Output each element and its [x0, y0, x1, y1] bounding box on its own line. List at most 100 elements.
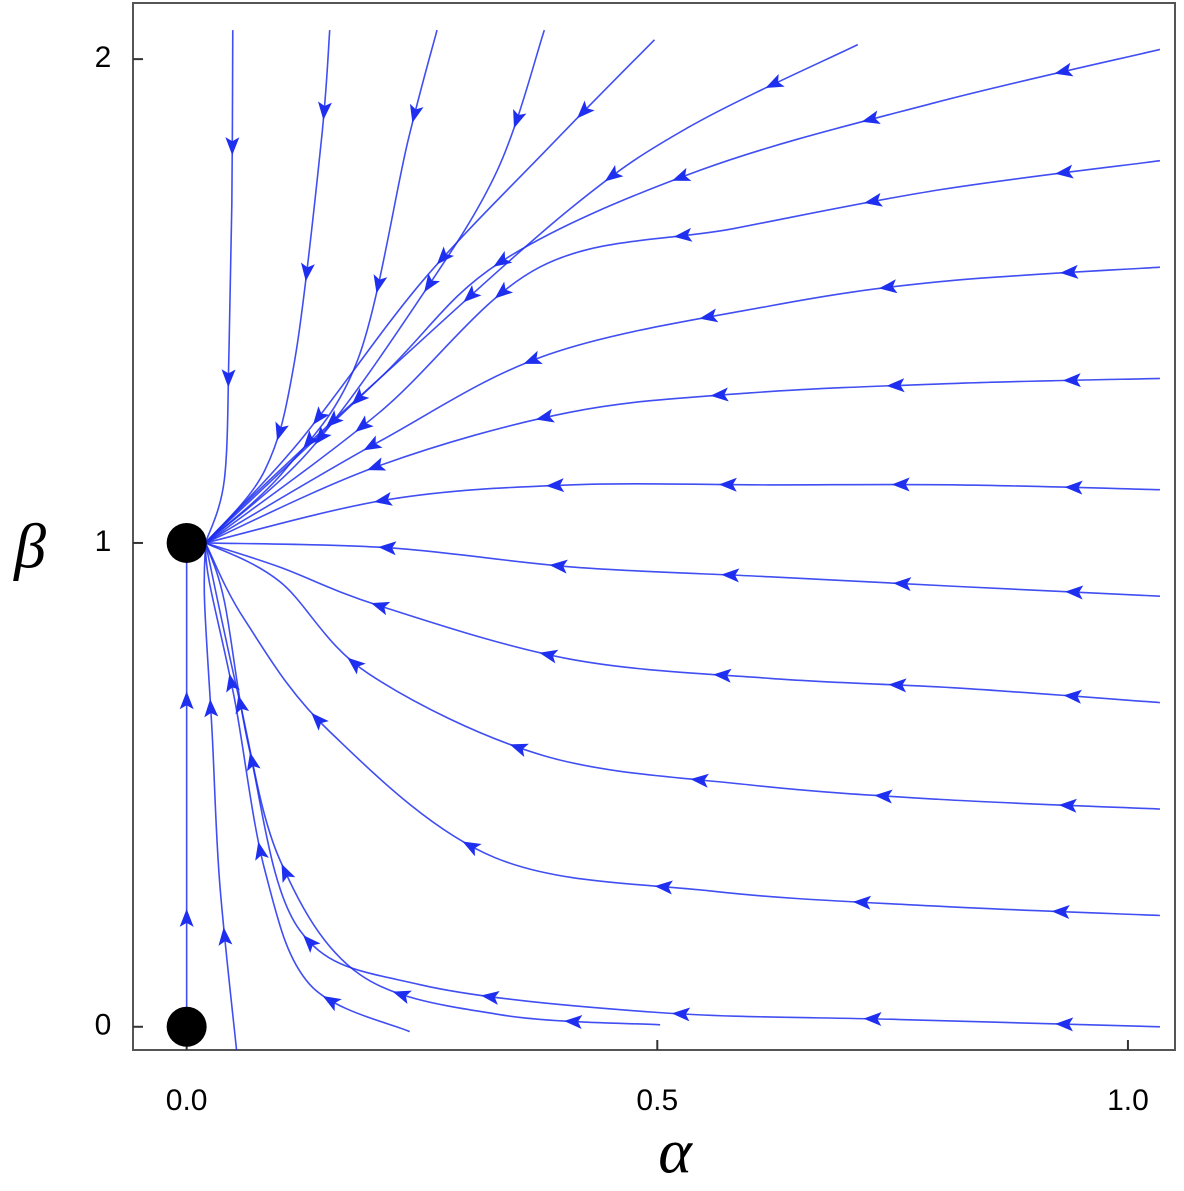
flow-arrow — [300, 262, 315, 282]
flow-arrow — [513, 108, 527, 129]
flow-arrow — [373, 274, 388, 294]
streamline — [204, 30, 331, 544]
flow-arrow — [325, 410, 344, 428]
streamline — [201, 159, 1161, 547]
flow-arrow — [874, 789, 893, 804]
flow-arrow — [713, 668, 732, 683]
streamline — [205, 542, 1160, 704]
flow-arrow — [671, 1007, 691, 1022]
streamline — [205, 542, 1160, 810]
flow-arrow — [370, 601, 391, 616]
streamline — [204, 43, 859, 544]
flow-arrow — [436, 246, 455, 265]
flow-arrow — [1060, 264, 1079, 279]
y-tick-label: 1 — [95, 525, 112, 558]
streamline — [204, 542, 1160, 917]
flow-arrow — [218, 927, 233, 946]
x-tick-label: 0.0 — [166, 1084, 208, 1117]
flow-arrow — [765, 73, 785, 89]
flow-arrow — [891, 477, 910, 492]
streamline — [205, 542, 1160, 597]
flow-arrow — [347, 657, 366, 675]
flow-arrow — [204, 698, 219, 718]
flow-arrow — [1063, 689, 1082, 704]
plot-frame — [132, 2, 1176, 1051]
streamline — [205, 377, 1160, 544]
flow-arrow — [480, 990, 500, 1005]
flow-arrow — [1062, 373, 1081, 388]
flow-arrow — [861, 110, 881, 125]
streamline — [204, 39, 656, 544]
x-tick-label: 1.0 — [1107, 1084, 1149, 1117]
x-tick-label: 0.5 — [636, 1084, 678, 1117]
flow-arrow — [409, 103, 424, 123]
streamline — [205, 266, 1160, 544]
flow-arrow — [494, 281, 514, 299]
flow-arrow — [363, 435, 383, 451]
flow-arrow — [863, 1012, 882, 1027]
flow-arrow — [672, 167, 692, 181]
flow-arrow — [225, 137, 240, 156]
flow-arrow — [351, 387, 370, 406]
fixed-point — [166, 522, 207, 563]
flow-arrow — [864, 192, 884, 207]
streamline — [204, 542, 411, 1033]
flow-arrow — [564, 1015, 583, 1029]
flow-arrow — [322, 996, 342, 1012]
flow-arrow — [1051, 904, 1070, 919]
flow-arrow — [378, 541, 397, 556]
flow-arrow — [673, 227, 693, 242]
streamline — [204, 30, 234, 544]
flow-arrow — [235, 695, 250, 715]
flow-arrow — [1064, 585, 1084, 600]
flow-arrow — [281, 863, 296, 884]
flow-arrow — [311, 712, 329, 731]
flow-arrow — [1055, 1017, 1074, 1032]
flow-arrow — [577, 100, 595, 119]
flow-arrow — [878, 279, 898, 294]
flow-arrow — [314, 426, 332, 445]
flow-arrow — [893, 577, 912, 592]
streamline — [204, 29, 438, 544]
flow-arrow — [493, 251, 513, 267]
flow-arrow — [721, 568, 740, 583]
flow-arrow — [523, 350, 543, 364]
flow-arrow — [303, 935, 321, 954]
flow-arrow — [549, 559, 568, 574]
streamline — [205, 483, 1160, 544]
flow-arrow — [312, 406, 330, 425]
flow-arrow — [852, 895, 872, 910]
streamline — [203, 542, 238, 1051]
x-axis-title: α — [658, 1116, 693, 1186]
flow-arrow — [604, 164, 624, 182]
flow-arrow — [424, 273, 440, 293]
flow-arrow — [509, 743, 529, 757]
flow-arrow — [699, 308, 719, 323]
flow-arrow — [392, 990, 412, 1004]
flow-arrow — [255, 841, 269, 861]
flow-arrow — [374, 491, 393, 506]
flow-arrow — [366, 457, 387, 471]
flow-arrow — [690, 773, 709, 788]
flow-arrow — [654, 880, 673, 895]
streamline — [204, 542, 661, 1026]
fixed-point — [166, 1006, 207, 1047]
flow-arrow — [463, 284, 482, 303]
flow-arrow — [1055, 164, 1074, 179]
streamline — [204, 48, 1161, 544]
streamline — [204, 542, 1160, 1028]
flow-arrow — [221, 369, 236, 388]
flow-arrow — [179, 908, 194, 927]
flow-arrow — [1058, 798, 1077, 813]
flow-arrow — [545, 478, 565, 493]
y-tick-label: 2 — [95, 41, 112, 74]
flow-arrow — [888, 678, 907, 693]
flow-arrow — [718, 477, 737, 492]
flow-arrow — [226, 673, 240, 693]
flow-arrow — [886, 378, 905, 393]
flow-arrow — [535, 408, 555, 423]
flow-arrow — [318, 101, 332, 120]
flow-arrow — [355, 415, 374, 433]
